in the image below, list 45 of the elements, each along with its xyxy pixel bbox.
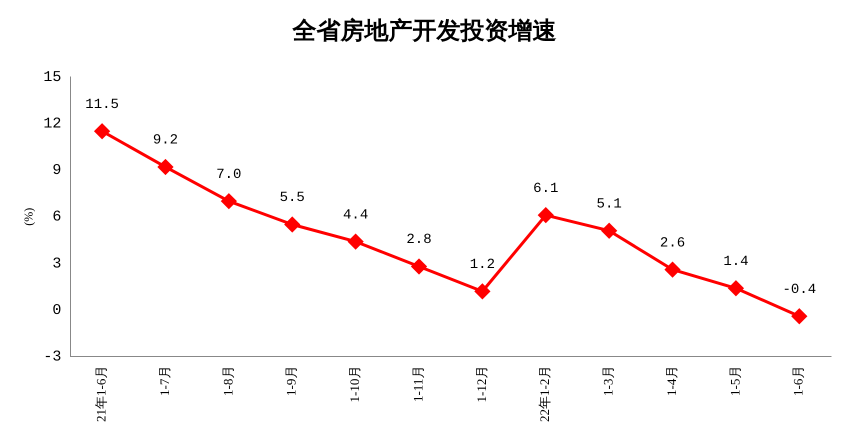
x-tick-label: 1-6月 — [790, 366, 806, 396]
y-tick-label: -3 — [43, 348, 62, 366]
x-tick-label: 1-9月 — [284, 366, 299, 396]
point — [602, 223, 617, 238]
x-tick-label: 1-11月 — [410, 366, 426, 402]
point — [665, 262, 680, 278]
point — [792, 308, 807, 324]
x-tick-label: 22年1-2月 — [537, 366, 552, 422]
y-tick-label: 9 — [52, 162, 62, 180]
data-label: 1.2 — [470, 257, 495, 274]
y-tick-label: 3 — [52, 255, 62, 272]
data-label: 2.8 — [406, 232, 432, 248]
point — [728, 280, 744, 296]
data-label: 11.5 — [85, 96, 119, 113]
data-label: -0.4 — [782, 282, 816, 298]
point — [412, 258, 427, 274]
data-label: 4.4 — [343, 207, 368, 224]
y-tick-label: 12 — [43, 115, 62, 132]
point — [94, 124, 110, 139]
data-label: 7.0 — [216, 166, 242, 183]
point — [538, 208, 554, 223]
x-tick-label: 1-3月 — [600, 366, 616, 396]
x-tick-label: 1-10月 — [347, 366, 362, 403]
chart-title: 全省房地产开发投资增速 — [292, 16, 556, 45]
point — [474, 284, 490, 299]
x-tick-label: 1-7月 — [156, 366, 172, 396]
y-axis-title: (%) — [21, 208, 36, 226]
data-label: 9.2 — [152, 132, 178, 149]
data-label: 6.1 — [533, 180, 558, 197]
x-tick-label: 1-12月 — [474, 366, 489, 403]
x-tick-label: 1-5月 — [727, 366, 742, 396]
data-label: 2.6 — [660, 235, 686, 252]
data-label: 5.1 — [596, 196, 622, 212]
data-label: 5.5 — [280, 190, 305, 206]
point — [348, 234, 364, 250]
x-tick-label: 1-4月 — [664, 366, 679, 396]
x-tick-label: 21年1-6月 — [94, 366, 109, 422]
y-tick-label: 0 — [52, 302, 62, 319]
point — [158, 159, 173, 174]
point — [221, 194, 236, 209]
data-label: 1.4 — [723, 254, 749, 270]
y-tick-label: 6 — [52, 208, 62, 226]
point — [284, 217, 300, 232]
y-tick-label: 15 — [43, 68, 62, 86]
x-tick-label: 1-8月 — [220, 366, 236, 396]
